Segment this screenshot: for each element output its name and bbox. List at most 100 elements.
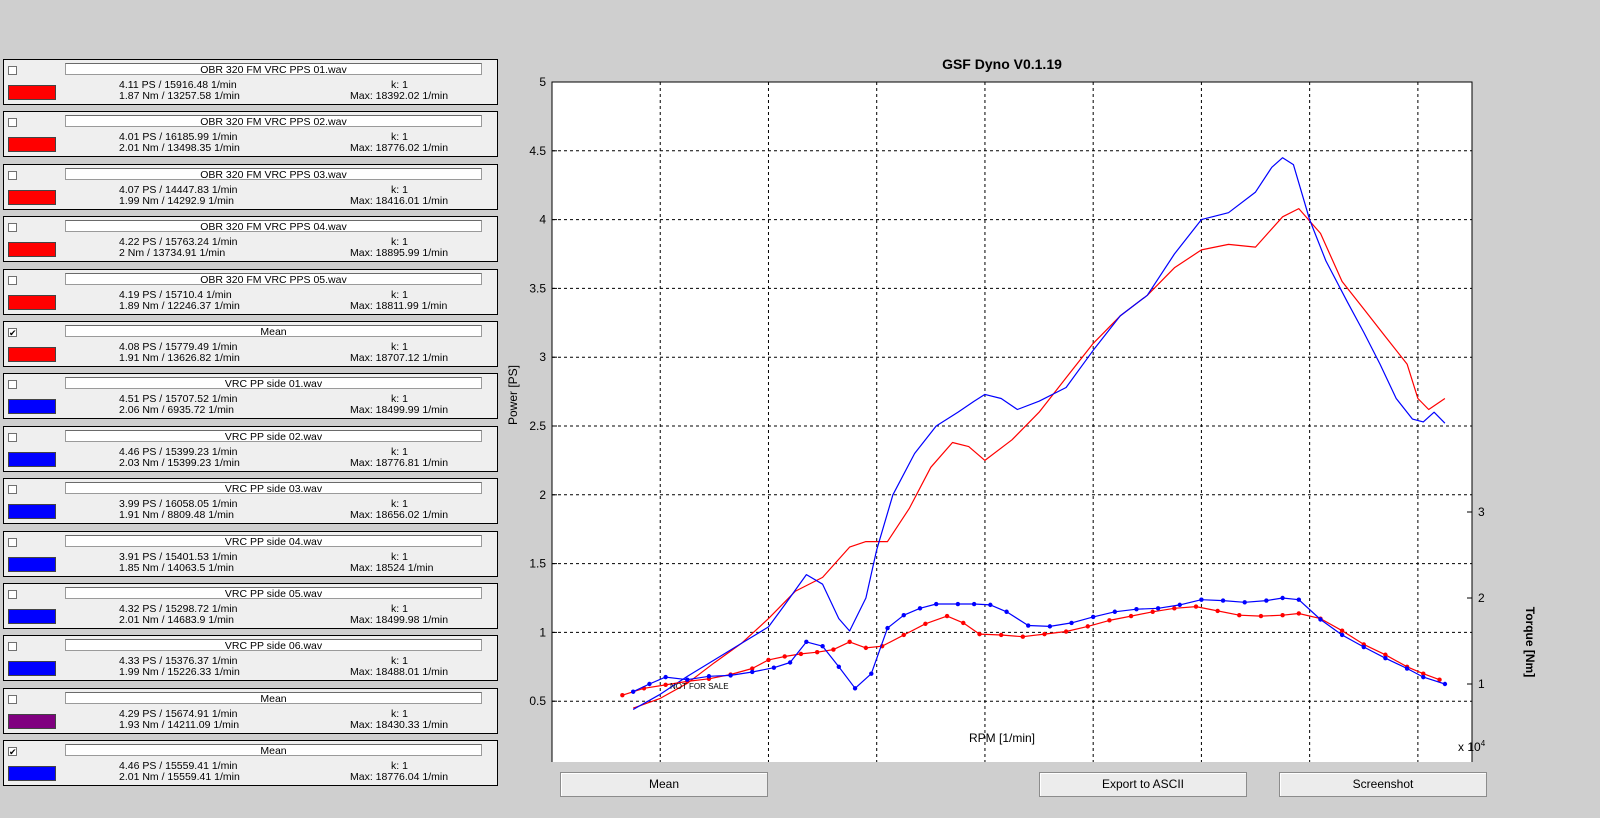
- run-max-rpm: Max: 18776.81 1/min: [350, 456, 449, 469]
- run-checkbox[interactable]: [8, 66, 17, 75]
- torque-marker: [831, 647, 836, 652]
- run-name-field[interactable]: Mean: [65, 691, 482, 704]
- run-checkbox[interactable]: [8, 432, 17, 442]
- run-color-swatch[interactable]: [8, 137, 56, 153]
- y-tick-label: 3.5: [529, 281, 546, 295]
- run-color-swatch[interactable]: [8, 609, 56, 624]
- run-color-swatch[interactable]: [8, 504, 56, 520]
- torque-marker: [798, 651, 804, 657]
- run-checkbox[interactable]: [8, 485, 17, 495]
- grid-lines: [552, 82, 1472, 762]
- run-max-rpm: Max: 18488.01 1/min: [350, 666, 449, 679]
- run-name-field[interactable]: OBR 320 FM VRC PPS 01.wav: [65, 63, 482, 75]
- run-power-peak: 4.32 PS / 15298.72 1/min: [119, 603, 238, 615]
- torque-marker: [1404, 666, 1410, 671]
- run-torque-peak: 2.01 Nm / 14683.9 1/min: [119, 614, 234, 626]
- y-tick-label: 4.5: [529, 144, 546, 158]
- run-torque-peak: 2.01 Nm / 15559.41 1/min: [119, 771, 240, 784]
- run-color-swatch[interactable]: [8, 242, 56, 258]
- run-max-rpm: Max: 18499.99 1/min: [350, 404, 449, 417]
- run-panel: OBR 320 FM VRC PPS 01.wav 4.11 PS / 15916…: [3, 59, 498, 105]
- torque-marker: [766, 657, 771, 663]
- torque-marker: [1026, 623, 1031, 628]
- run-checkbox[interactable]: [8, 275, 17, 285]
- screenshot-button[interactable]: Screenshot: [1279, 772, 1487, 797]
- run-color-swatch[interactable]: [8, 294, 56, 310]
- export-ascii-button[interactable]: Export to ASCII: [1039, 772, 1247, 797]
- torque-marker: [1069, 620, 1074, 626]
- torque-marker: [988, 602, 993, 608]
- torque-marker: [750, 669, 755, 675]
- mean-button[interactable]: Mean: [560, 772, 768, 797]
- torque-marker: [934, 601, 939, 607]
- y2-axis-label: Torque [Nm]: [1523, 607, 1537, 677]
- torque-marker: [706, 674, 712, 679]
- run-color-swatch[interactable]: [8, 713, 56, 729]
- run-name-field[interactable]: Mean: [65, 744, 482, 757]
- run-name-field[interactable]: VRC PP side 05.wav: [65, 587, 482, 599]
- run-max-rpm: Max: 18776.02 1/min: [350, 142, 449, 155]
- run-k-factor: k: 1: [391, 550, 408, 563]
- torque-marker: [814, 649, 820, 655]
- x-multiplier-exponent: 4: [1481, 739, 1486, 748]
- run-checkbox[interactable]: [8, 537, 17, 547]
- run-color-swatch[interactable]: [8, 661, 56, 677]
- run-checkbox[interactable]: [8, 223, 17, 233]
- torque-marker: [771, 665, 777, 670]
- run-name-field[interactable]: VRC PP side 04.wav: [65, 534, 482, 547]
- run-panel: VRC PP side 02.wav 4.46 PS / 15399.23 1/m…: [3, 425, 498, 472]
- run-name-field[interactable]: VRC PP side 02.wav: [65, 429, 482, 442]
- torque-marker: [1296, 611, 1302, 616]
- run-name-field[interactable]: VRC PP side 03.wav: [65, 482, 482, 495]
- run-power-peak: 4.01 PS / 16185.99 1/min: [119, 131, 238, 144]
- run-name-field[interactable]: OBR 320 FM VRC PPS 03.wav: [65, 167, 482, 180]
- run-name-field[interactable]: VRC PP side 06.wav: [65, 639, 482, 652]
- run-color-swatch[interactable]: [8, 766, 56, 782]
- run-k-factor: k: 1: [391, 445, 408, 458]
- run-k-factor: k: 1: [391, 393, 408, 406]
- torque-marker: [630, 689, 636, 694]
- torque-marker: [1047, 624, 1053, 629]
- y2-tick-label: 3: [1478, 505, 1485, 519]
- run-k-factor: k: 1: [391, 341, 408, 353]
- run-color-swatch[interactable]: [8, 556, 56, 572]
- run-torque-peak: 1.91 Nm / 8809.48 1/min: [119, 509, 234, 522]
- run-color-swatch[interactable]: [8, 451, 56, 467]
- y2-tick-label: 2: [1478, 591, 1485, 605]
- torque-marker: [1383, 652, 1388, 657]
- torque-marker: [977, 631, 982, 637]
- run-name-field[interactable]: OBR 320 FM VRC PPS 02.wav: [65, 115, 482, 128]
- run-checkbox[interactable]: [8, 170, 17, 180]
- torque-marker: [750, 666, 755, 671]
- torque-marker: [663, 682, 668, 688]
- run-name-field[interactable]: OBR 320 FM VRC PPS 05.wav: [65, 272, 482, 285]
- run-torque-peak: 1.93 Nm / 14211.09 1/min: [119, 718, 240, 731]
- run-checkbox[interactable]: [8, 642, 17, 652]
- run-k-factor: k: 1: [391, 498, 408, 511]
- run-color-swatch[interactable]: [8, 189, 56, 205]
- torque-marker: [1258, 613, 1264, 619]
- run-checkbox[interactable]: ✔: [8, 747, 17, 758]
- torque-marker: [1280, 613, 1285, 618]
- run-checkbox[interactable]: [8, 118, 17, 128]
- run-checkbox[interactable]: ✔: [8, 328, 17, 338]
- run-checkbox[interactable]: [8, 380, 17, 390]
- torque-marker: [1339, 632, 1345, 638]
- run-name-field[interactable]: OBR 320 FM VRC PPS 04.wav: [65, 220, 482, 233]
- run-name-field[interactable]: Mean: [65, 325, 482, 337]
- run-checkbox[interactable]: [8, 590, 17, 599]
- run-max-rpm: Max: 18392.02 1/min: [350, 90, 449, 102]
- run-color-swatch[interactable]: [8, 347, 56, 362]
- run-color-swatch[interactable]: [8, 85, 56, 100]
- run-color-swatch[interactable]: [8, 399, 56, 415]
- series-lines: [620, 157, 1448, 711]
- torque-marker: [1090, 614, 1096, 620]
- torque-marker: [971, 601, 977, 607]
- run-panel: OBR 320 FM VRC PPS 05.wav 4.19 PS / 15710…: [3, 268, 498, 315]
- run-max-rpm: Max: 18524 1/min: [350, 561, 434, 574]
- run-panel: VRC PP side 01.wav 4.51 PS / 15707.52 1/m…: [3, 373, 498, 420]
- run-name-field[interactable]: VRC PP side 01.wav: [65, 377, 482, 390]
- torque-marker: [1264, 598, 1269, 603]
- run-checkbox[interactable]: [8, 694, 17, 704]
- run-torque-peak: 2 Nm / 13734.91 1/min: [119, 247, 226, 260]
